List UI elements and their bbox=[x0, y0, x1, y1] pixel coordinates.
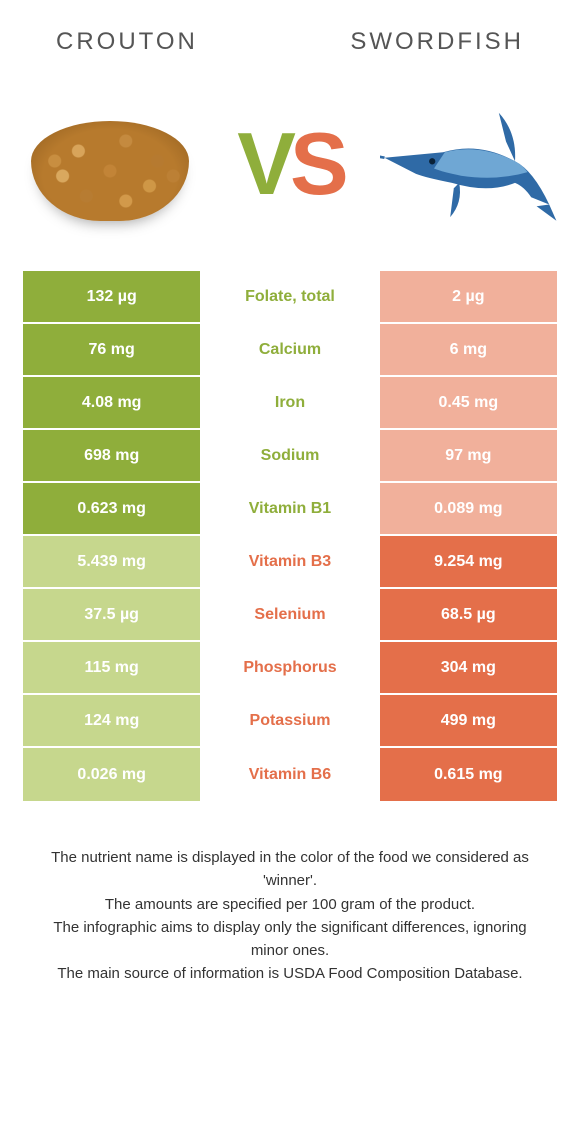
left-food-title: Crouton bbox=[56, 28, 198, 56]
footer-line: The amounts are specified per 100 gram o… bbox=[34, 893, 546, 916]
right-value-cell: 2 µg bbox=[380, 271, 557, 322]
nutrient-name-cell: Selenium bbox=[200, 589, 379, 640]
footer-line: The infographic aims to display only the… bbox=[34, 916, 546, 963]
table-row: 5.439 mgVitamin B39.254 mg bbox=[23, 536, 557, 589]
left-value-cell: 5.439 mg bbox=[23, 536, 200, 587]
table-row: 124 mgPotassium499 mg bbox=[23, 695, 557, 748]
table-row: 0.026 mgVitamin B60.615 mg bbox=[23, 748, 557, 801]
nutrient-name-cell: Folate, total bbox=[200, 271, 379, 322]
right-value-cell: 499 mg bbox=[380, 695, 557, 746]
right-value-cell: 97 mg bbox=[380, 430, 557, 481]
table-row: 76 mgCalcium6 mg bbox=[23, 324, 557, 377]
vs-badge: V S bbox=[237, 120, 342, 208]
right-value-cell: 304 mg bbox=[380, 642, 557, 693]
nutrient-name-cell: Calcium bbox=[200, 324, 379, 375]
nutrient-name-cell: Vitamin B6 bbox=[200, 748, 379, 801]
crouton-icon bbox=[25, 99, 195, 229]
footer-line: The main source of information is USDA F… bbox=[34, 962, 546, 985]
table-row: 132 µgFolate, total2 µg bbox=[23, 271, 557, 324]
right-value-cell: 0.615 mg bbox=[380, 748, 557, 801]
right-value-cell: 0.45 mg bbox=[380, 377, 557, 428]
right-value-cell: 68.5 µg bbox=[380, 589, 557, 640]
table-row: 115 mgPhosphorus304 mg bbox=[23, 642, 557, 695]
footer-notes: The nutrient name is displayed in the co… bbox=[34, 846, 546, 986]
vs-s-letter: S bbox=[290, 120, 343, 208]
image-row: V S bbox=[0, 74, 580, 270]
right-value-cell: 6 mg bbox=[380, 324, 557, 375]
right-value-cell: 0.089 mg bbox=[380, 483, 557, 534]
left-food-image bbox=[20, 84, 200, 244]
left-value-cell: 115 mg bbox=[23, 642, 200, 693]
table-row: 37.5 µgSelenium68.5 µg bbox=[23, 589, 557, 642]
swordfish-icon bbox=[380, 89, 560, 239]
table-row: 698 mgSodium97 mg bbox=[23, 430, 557, 483]
table-row: 4.08 mgIron0.45 mg bbox=[23, 377, 557, 430]
nutrient-name-cell: Vitamin B1 bbox=[200, 483, 379, 534]
right-food-title: Swordfish bbox=[350, 28, 524, 56]
title-row: Crouton Swordfish bbox=[0, 0, 580, 74]
left-value-cell: 0.623 mg bbox=[23, 483, 200, 534]
left-value-cell: 0.026 mg bbox=[23, 748, 200, 801]
footer-line: The nutrient name is displayed in the co… bbox=[34, 846, 546, 893]
left-value-cell: 698 mg bbox=[23, 430, 200, 481]
infographic-root: Crouton Swordfish V S 132 µgFolate, tota… bbox=[0, 0, 580, 986]
nutrient-name-cell: Phosphorus bbox=[200, 642, 379, 693]
left-value-cell: 124 mg bbox=[23, 695, 200, 746]
nutrient-name-cell: Iron bbox=[200, 377, 379, 428]
left-value-cell: 37.5 µg bbox=[23, 589, 200, 640]
left-value-cell: 132 µg bbox=[23, 271, 200, 322]
vs-v-letter: V bbox=[237, 120, 290, 208]
left-value-cell: 76 mg bbox=[23, 324, 200, 375]
left-value-cell: 4.08 mg bbox=[23, 377, 200, 428]
right-value-cell: 9.254 mg bbox=[380, 536, 557, 587]
table-row: 0.623 mgVitamin B10.089 mg bbox=[23, 483, 557, 536]
nutrient-name-cell: Sodium bbox=[200, 430, 379, 481]
right-food-image bbox=[380, 84, 560, 244]
nutrient-name-cell: Potassium bbox=[200, 695, 379, 746]
nutrient-name-cell: Vitamin B3 bbox=[200, 536, 379, 587]
nutrient-table: 132 µgFolate, total2 µg76 mgCalcium6 mg4… bbox=[22, 270, 558, 802]
